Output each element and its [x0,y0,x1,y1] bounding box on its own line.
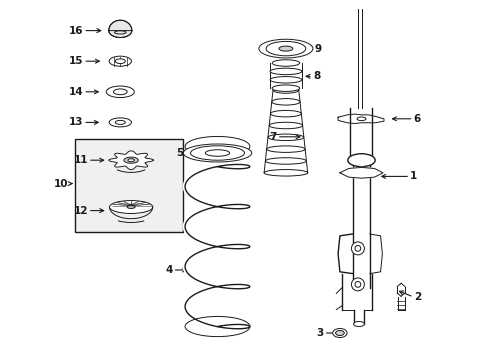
Polygon shape [337,114,383,123]
Ellipse shape [270,111,301,117]
Bar [75,139,183,232]
Circle shape [351,278,364,291]
Text: 10: 10 [54,179,68,189]
Ellipse shape [278,46,292,51]
Ellipse shape [266,146,305,152]
Text: 13: 13 [69,117,83,127]
Text: 1: 1 [409,171,416,181]
Text: 8: 8 [312,71,320,81]
Polygon shape [339,167,382,178]
Ellipse shape [272,60,299,66]
Ellipse shape [332,328,346,338]
Text: 7: 7 [269,132,276,142]
Ellipse shape [267,134,303,140]
Ellipse shape [115,120,125,124]
Text: 4: 4 [165,265,172,275]
Text: 5: 5 [176,148,183,158]
Text: 12: 12 [73,206,88,216]
Ellipse shape [183,144,251,162]
Text: 2: 2 [413,292,420,302]
Ellipse shape [265,158,306,164]
Ellipse shape [127,206,135,208]
Ellipse shape [272,85,299,91]
Text: 3: 3 [316,328,323,338]
Polygon shape [108,20,132,37]
Ellipse shape [269,122,302,129]
Ellipse shape [115,59,125,63]
Ellipse shape [269,68,301,75]
Ellipse shape [109,201,152,213]
Ellipse shape [271,99,300,105]
Text: 14: 14 [68,87,83,97]
Ellipse shape [264,170,307,176]
Text: 16: 16 [69,26,83,36]
Ellipse shape [335,330,344,336]
Text: 9: 9 [314,44,321,54]
Text: 6: 6 [413,114,420,124]
Text: 15: 15 [69,56,83,66]
Text: 11: 11 [73,155,88,165]
Ellipse shape [127,159,134,162]
Circle shape [351,242,364,255]
Polygon shape [337,232,352,274]
Ellipse shape [353,321,364,327]
Ellipse shape [123,157,138,163]
Ellipse shape [347,154,374,167]
Polygon shape [109,151,153,170]
Ellipse shape [269,77,301,83]
Ellipse shape [113,89,127,95]
Ellipse shape [258,39,312,58]
Ellipse shape [272,87,298,93]
